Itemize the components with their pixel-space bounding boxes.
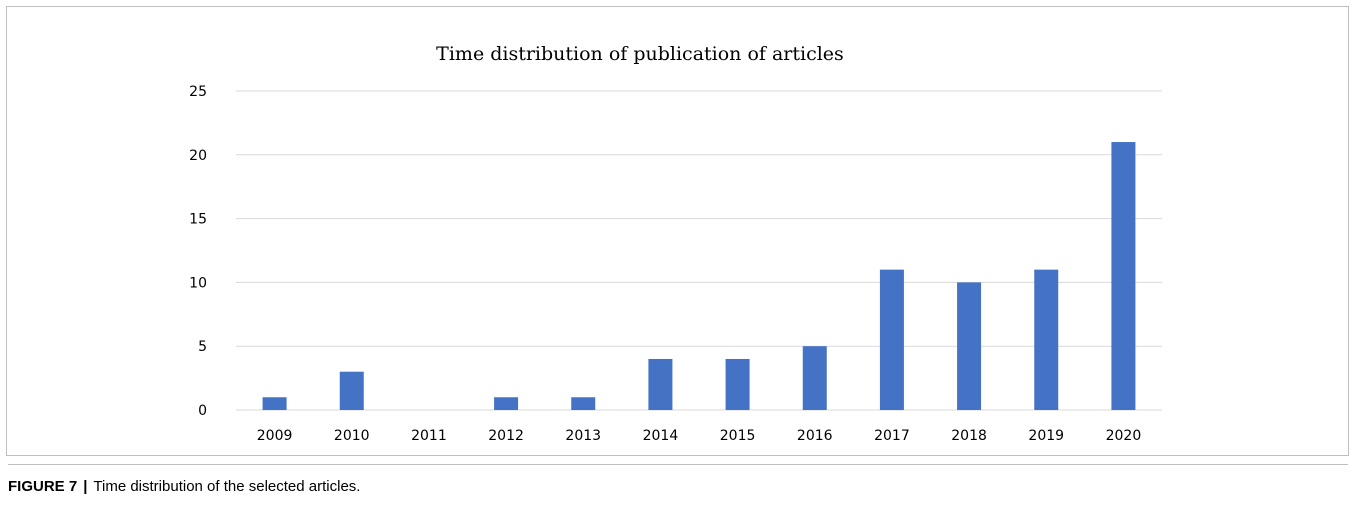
x-tick-label: 2012 — [488, 428, 524, 444]
bar-2009 — [262, 397, 287, 410]
x-tick-label: 2010 — [334, 428, 370, 444]
bar-chart: Time distribution of publication of arti… — [189, 43, 1162, 444]
figure-caption: FIGURE 7 | Time distribution of the select… — [8, 464, 1348, 504]
x-tick-label: 2014 — [643, 428, 679, 444]
x-tick-label: 2009 — [257, 428, 293, 444]
y-tick-label: 10 — [189, 275, 207, 291]
caption-separator: | — [83, 478, 88, 495]
x-tick-label: 2020 — [1106, 428, 1142, 444]
y-axis-ticks: 0 5 10 15 20 25 — [189, 84, 207, 419]
figure-label: FIGURE 7 — [8, 478, 78, 495]
x-axis-ticks: 2009 2010 2011 2012 2013 2014 2015 2016 2017 2018… — [257, 428, 1141, 444]
bar-2018 — [957, 282, 982, 410]
bar-2016 — [802, 346, 827, 410]
x-tick-label: 2017 — [874, 428, 910, 444]
caption-text: Time distribution of the selected articl… — [93, 478, 361, 495]
y-tick-label: 0 — [198, 403, 207, 419]
bar-2017 — [879, 269, 904, 410]
bar-2012 — [494, 397, 519, 410]
bar-2014 — [648, 358, 673, 410]
bar-2010 — [339, 371, 364, 410]
x-tick-label: 2016 — [797, 428, 833, 444]
bar-2015 — [725, 358, 750, 410]
x-tick-label: 2019 — [1028, 428, 1064, 444]
x-tick-label: 2011 — [411, 428, 447, 444]
bar-2019 — [1034, 269, 1059, 410]
bar-2020 — [1111, 142, 1136, 411]
chart-title: Time distribution of publication of arti… — [436, 43, 844, 65]
y-tick-label: 15 — [189, 212, 207, 228]
x-tick-label: 2013 — [565, 428, 601, 444]
y-tick-label: 20 — [189, 148, 207, 164]
bars — [262, 142, 1136, 411]
y-tick-label: 5 — [198, 339, 207, 355]
y-tick-label: 25 — [189, 84, 207, 100]
bar-2013 — [571, 397, 596, 410]
x-tick-label: 2018 — [951, 428, 987, 444]
x-tick-label: 2015 — [720, 428, 756, 444]
chart-frame: Time distribution of publication of arti… — [6, 6, 1349, 456]
gridlines — [236, 90, 1162, 411]
